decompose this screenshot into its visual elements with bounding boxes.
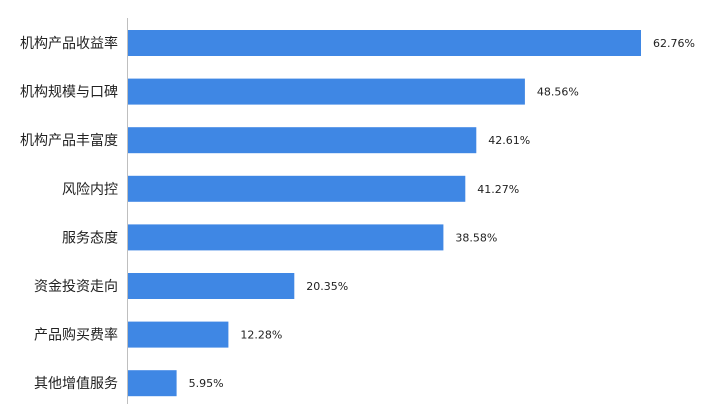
value-label-1: 48.56% [537, 86, 579, 99]
category-label-7: 其他增值服务 [34, 376, 118, 392]
value-label-2: 42.61% [488, 134, 530, 147]
bar-2 [128, 127, 477, 154]
category-label-3: 风险内控 [62, 182, 118, 198]
bar-5 [128, 273, 295, 299]
category-label-4: 服务态度 [62, 230, 118, 246]
bar-0 [128, 30, 641, 56]
value-label-0: 62.76% [653, 37, 695, 50]
value-label-3: 41.27% [477, 183, 519, 196]
category-label-5: 资金投资走向 [34, 279, 118, 295]
bar-6 [128, 321, 229, 348]
category-label-1: 机构规模与口碑 [20, 85, 118, 101]
category-label-2: 机构产品丰富度 [20, 132, 118, 149]
value-label-7: 5.95% [189, 377, 224, 390]
labels-layer: 机构产品收益率 62.76% 机构规模与口碑 48.56% 机构产品丰富度 42.61% 风… [20, 35, 695, 392]
bars-layer [128, 30, 641, 397]
value-label-5: 20.35% [306, 280, 348, 293]
bar-3 [128, 175, 466, 202]
value-label-4: 38.58% [455, 231, 497, 244]
bar-4 [128, 224, 444, 251]
bar-1 [128, 78, 525, 105]
bar-7 [128, 370, 177, 397]
category-label-6: 产品购买费率 [34, 327, 118, 344]
category-label-0: 机构产品收益率 [20, 35, 118, 52]
value-label-6: 12.28% [240, 329, 282, 342]
